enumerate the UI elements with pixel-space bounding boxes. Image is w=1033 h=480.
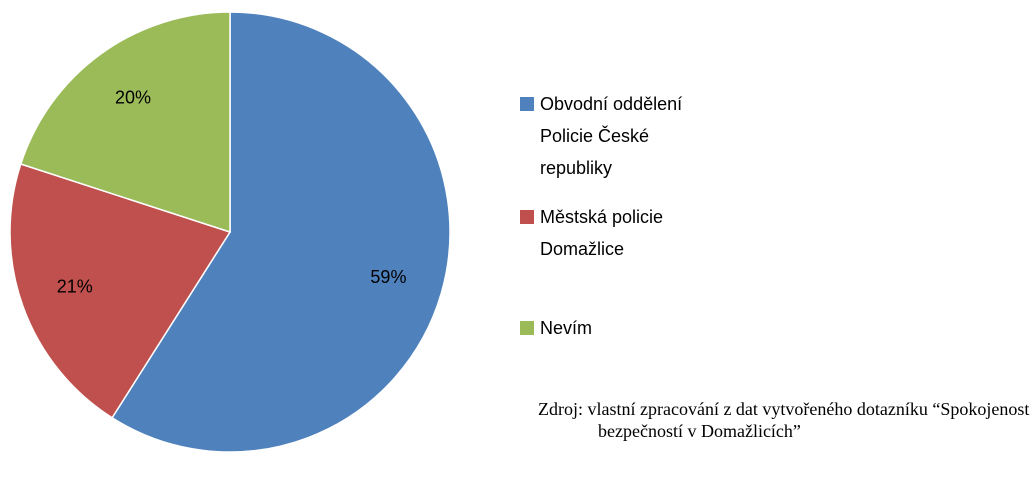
legend-item: Nevím bbox=[520, 312, 720, 344]
legend-item: Městská policie Domažlice bbox=[520, 201, 720, 265]
pie-slice bbox=[111, 11, 451, 453]
legend-label: Městská policie Domažlice bbox=[540, 207, 664, 259]
value-label: 21% bbox=[57, 277, 93, 297]
legend-label: Nevím bbox=[540, 318, 593, 338]
value-label: 59% bbox=[370, 267, 406, 287]
value-label: 20% bbox=[115, 87, 151, 107]
legend-swatch bbox=[520, 210, 534, 224]
chart: 59% 21% 20% bbox=[9, 11, 451, 453]
source-note: Zdroj: vlastní zpracování z dat vytvořen… bbox=[538, 399, 1033, 441]
pie-slice bbox=[19, 11, 231, 234]
pie-slice bbox=[9, 163, 232, 419]
legend-label: Obvodní oddělení Policie České republiky bbox=[540, 94, 683, 178]
legend-swatch bbox=[520, 97, 534, 111]
legend-item: Obvodní oddělení Policie České republiky bbox=[520, 88, 720, 184]
legend-swatch bbox=[520, 321, 534, 335]
